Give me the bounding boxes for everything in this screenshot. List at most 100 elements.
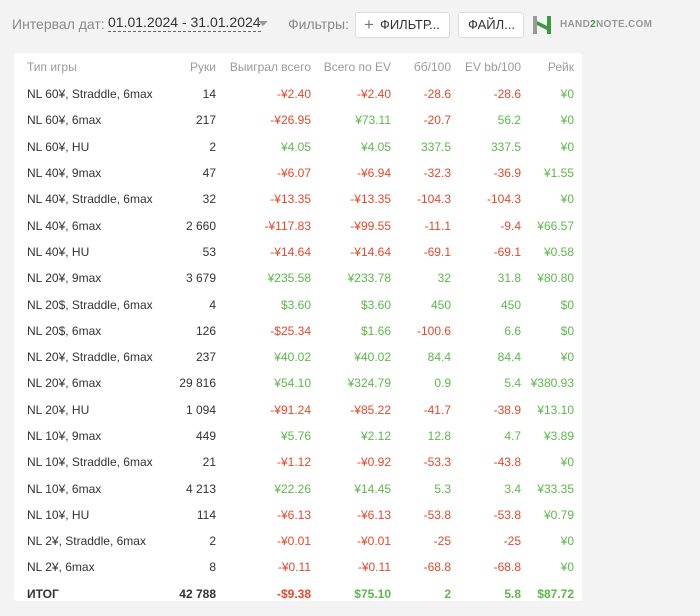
cell-rake: ¥0: [560, 560, 574, 575]
cell-won-total: -¥1.12: [276, 455, 311, 470]
table-row[interactable]: NL 60¥, HU 2 ¥4.05 ¥4.05 337.5 337.5 ¥0: [14, 134, 582, 160]
cell-rake: ¥0.79: [543, 507, 574, 522]
table-row[interactable]: NL 2¥, Straddle, 6max 2 -¥0.01 -¥0.01 -25 -25…: [14, 528, 582, 554]
cell-ev-total: $3.60: [360, 297, 391, 312]
cell-ev-total: -¥85.22: [350, 402, 391, 417]
cell-ev-bb-per-100: -25: [503, 534, 521, 549]
cell-rake: ¥0: [560, 455, 574, 470]
cell-game-type: NL 2¥, Straddle, 6max: [27, 534, 146, 549]
cell-hands: 449: [195, 429, 216, 443]
total-row[interactable]: ИТОГ 42 788 -$9.38 $75.10 2 5.8 $87.72: [14, 581, 582, 607]
cell-hands: 3 679: [185, 271, 216, 286]
cell-bb-per-100: 12.8: [427, 429, 451, 443]
cell-rake: ¥380.93: [530, 376, 574, 391]
cell-ev-bb-per-100: 56.2: [497, 113, 521, 128]
table-row[interactable]: NL 40¥, 9max 47 -¥6.07 -¥6.94 -32.3 -36.9 ¥1.5…: [14, 160, 582, 186]
cell-bb-per-100: 0.9: [434, 376, 451, 391]
cell-bb-per-100: -100.6: [416, 323, 451, 338]
column-header-ev-total[interactable]: Всего по EV: [323, 60, 391, 74]
cell-won-total: -¥13.35: [270, 192, 311, 207]
cell-ev-total: $75.10: [354, 586, 391, 601]
cell-ev-bb-per-100: -104.3: [486, 192, 521, 207]
cell-bb-per-100: 32: [437, 271, 451, 286]
cell-won-total: ¥22.26: [274, 481, 311, 496]
cell-hands: 217: [195, 113, 216, 128]
cell-game-type: NL 60¥, 6max: [27, 113, 102, 128]
table-row[interactable]: NL 40¥, Straddle, 6max 32 -¥13.35 -¥13.35 -1…: [14, 186, 582, 212]
cell-game-type: NL 40¥, 9max: [27, 166, 102, 181]
column-header-rake[interactable]: Рейк: [547, 60, 574, 74]
cell-ev-total: -¥99.55: [350, 218, 391, 233]
cell-bb-per-100: -28.6: [423, 87, 451, 102]
cell-bb-per-100: -53.3: [423, 455, 451, 470]
cell-ev-total: -¥6.13: [356, 507, 391, 522]
cell-ev-total: -¥0.11: [357, 560, 391, 575]
cell-hands: 14: [202, 87, 216, 102]
cell-ev-total: ¥2.12: [360, 429, 391, 443]
table-row[interactable]: NL 60¥, Straddle, 6max 14 -¥2.40 -¥2.40 -28.…: [14, 81, 582, 107]
table-row[interactable]: NL 20¥, HU 1 094 -¥91.24 -¥85.22 -41.7 -38.9 ¥…: [14, 397, 582, 423]
file-button-label: ФАЙЛ...: [468, 17, 515, 32]
table-row[interactable]: NL 20¥, 6max 29 816 ¥54.10 ¥324.79 0.9 5.4 ¥38…: [14, 370, 582, 396]
cell-bb-per-100: -68.8: [423, 560, 451, 575]
column-header-hands[interactable]: Руки: [190, 60, 216, 74]
column-header-game-type[interactable]: Тип игры: [27, 60, 77, 74]
table-row[interactable]: NL 10¥, Straddle, 6max 21 -¥1.12 -¥0.92 -53.…: [14, 449, 582, 475]
cell-ev-bb-per-100: 450: [500, 297, 521, 312]
table-row[interactable]: NL 2¥, 6max 8 -¥0.11 -¥0.11 -68.8 -68.8 ¥0: [14, 554, 582, 580]
cell-rake: ¥13.10: [537, 402, 574, 417]
cell-bb-per-100: 84.4: [427, 350, 451, 365]
cell-hands: 32: [202, 192, 216, 207]
cell-won-total: -¥14.64: [270, 244, 311, 259]
cell-ev-bb-per-100: 31.8: [497, 271, 521, 286]
cell-hands: 237: [195, 350, 216, 365]
cell-ev-total: $1.66: [360, 323, 391, 338]
table-row[interactable]: NL 10¥, 9max 449 ¥5.76 ¥2.12 12.8 4.7 ¥3.89: [14, 423, 582, 449]
cell-game-type: NL 40¥, HU: [27, 244, 90, 259]
cell-bb-per-100: -69.1: [423, 244, 451, 259]
cell-ev-bb-per-100: -38.9: [493, 402, 521, 417]
cell-bb-per-100: 337.5: [420, 139, 451, 154]
table-row[interactable]: NL 60¥, 6max 217 -¥26.95 ¥73.11 -20.7 56.2 ¥0: [14, 107, 582, 133]
table-row[interactable]: NL 20$, Straddle, 6max 4 $3.60 $3.60 450 450 $…: [14, 291, 582, 317]
cell-hands: 29 816: [179, 376, 216, 391]
column-header-ev-bb-per-100[interactable]: EV bb/100: [464, 60, 521, 74]
stats-panel: Тип игры Руки Выиграл всего Всего по EV бб/1…: [14, 53, 582, 601]
cell-game-type: NL 20¥, 9max: [27, 271, 102, 286]
cell-ev-bb-per-100: 4.7: [504, 429, 521, 443]
cell-won-total: -$9.38: [276, 586, 311, 601]
table-row[interactable]: NL 10¥, HU 114 -¥6.13 -¥6.13 -53.8 -53.8 ¥0.79: [14, 502, 582, 528]
cell-bb-per-100: 450: [430, 297, 451, 312]
table-row[interactable]: NL 20¥, 9max 3 679 ¥235.58 ¥233.78 32 31.8 ¥80…: [14, 265, 582, 291]
cell-hands: 8: [209, 560, 216, 575]
cell-game-type: NL 10¥, HU: [27, 507, 90, 522]
cell-game-type: NL 20¥, HU: [27, 402, 90, 417]
cell-rake: ¥0: [560, 113, 574, 128]
cell-game-type: NL 10¥, 6max: [27, 481, 102, 496]
column-header-bb-per-100[interactable]: бб/100: [413, 60, 451, 74]
filter-button[interactable]: + ФИЛЬТР...: [355, 12, 450, 38]
table-row[interactable]: NL 40¥, 6max 2 660 -¥117.83 -¥99.55 -11.1 -9.…: [14, 212, 582, 238]
chevron-down-icon[interactable]: [258, 21, 268, 26]
cell-rake: ¥0: [560, 534, 574, 549]
cell-won-total: -¥2.40: [276, 87, 311, 102]
file-button[interactable]: ФАЙЛ...: [458, 12, 524, 38]
cell-game-type: NL 60¥, Straddle, 6max: [27, 87, 153, 102]
cell-rake: ¥33.35: [537, 481, 574, 496]
cell-ev-bb-per-100: 6.6: [504, 323, 521, 338]
cell-bb-per-100: 2: [444, 586, 451, 601]
game-type-table: Тип игры Руки Выиграл всего Всего по EV бб/1…: [14, 53, 582, 607]
cell-hands: 53: [202, 244, 216, 259]
cell-won-total: ¥5.76: [280, 429, 311, 443]
column-header-won-total[interactable]: Выиграл всего: [229, 60, 311, 74]
cell-won-total: ¥54.10: [274, 376, 311, 391]
cell-ev-total: ¥14.45: [354, 481, 391, 496]
table-row[interactable]: NL 20¥, Straddle, 6max 237 ¥40.02 ¥40.02 84.…: [14, 344, 582, 370]
cell-ev-total: -¥0.92: [356, 455, 391, 470]
cell-won-total: -¥0.01: [276, 534, 311, 549]
cell-ev-total: -¥6.94: [356, 166, 391, 181]
table-row[interactable]: NL 10¥, 6max 4 213 ¥22.26 ¥14.45 5.3 3.4 ¥33.3…: [14, 475, 582, 501]
table-row[interactable]: NL 20$, 6max 126 -$25.34 $1.66 -100.6 6.6 $0: [14, 318, 582, 344]
date-range-picker[interactable]: 01.01.2024 - 31.01.2024: [108, 14, 261, 32]
table-row[interactable]: NL 40¥, HU 53 -¥14.64 -¥14.64 -69.1 -69.1 ¥0.5…: [14, 239, 582, 265]
